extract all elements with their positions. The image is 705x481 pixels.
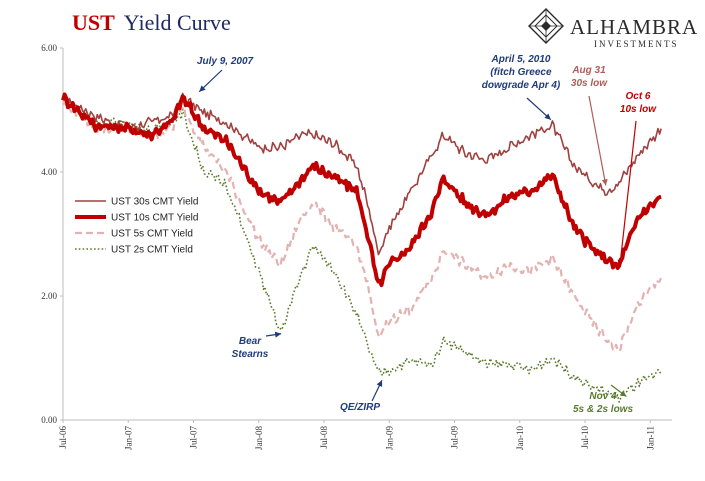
series-lines <box>61 92 663 403</box>
annotation: Aug 31 30s low <box>571 65 608 186</box>
alhambra-logo: ALHAMBRA INVESTMENTS <box>528 8 698 49</box>
x-tick-labels: Jul-06 Jan-07 Jul-07 Jan-08 Jul-08 Jan-09 Jul-… <box>58 420 655 450</box>
legend-label: UST 2s CMT Yield <box>111 245 193 256</box>
x-tick-label: Jul-10 <box>580 426 590 449</box>
annotation-arrowhead <box>619 390 627 397</box>
annotation: Oct 6 10s low <box>617 91 657 267</box>
annotation-text: (fitch Greece <box>490 67 552 78</box>
annotation-text: 30s low <box>571 78 608 89</box>
annotations: July 9, 2007 Bear Stearns QE/ZIRP April 5, 2… <box>197 54 657 415</box>
x-tick-label: Jul-06 <box>58 426 68 449</box>
annotation-text: Bear <box>239 336 262 347</box>
x-tick-label: Jul-07 <box>189 426 199 449</box>
annotation-arrowhead <box>544 113 551 120</box>
annotation: Nov 4 5s & 2s lows <box>573 384 633 415</box>
legend-label: UST 30s CMT Yield <box>111 197 198 208</box>
y-tick-labels: 0.00 2.00 4.00 6.00 <box>41 43 63 425</box>
annotation-arrow <box>588 95 607 186</box>
x-tick-label: Jan-09 <box>384 426 394 450</box>
legend-label: UST 10s CMT Yield <box>111 213 198 224</box>
legend-label: UST 5s CMT Yield <box>111 229 193 240</box>
y-tick-label: 2.00 <box>41 291 57 301</box>
annotation-text: April 5, 2010 <box>491 54 551 65</box>
x-tick-label: Jan-07 <box>123 426 133 450</box>
annotation-text: QE/ZIRP <box>340 402 380 413</box>
annotation-arrowhead <box>601 178 608 186</box>
diamond-emblem-icon <box>528 8 564 44</box>
annotation-text: Aug 31 <box>571 65 606 76</box>
series-line-thick <box>61 92 662 288</box>
annotation-arrowhead <box>376 380 383 387</box>
series-line-solid <box>62 92 662 256</box>
annotation-text: 10s low <box>620 104 657 115</box>
annotation-text: dowgrade Apr 4) <box>482 80 561 91</box>
annotation: April 5, 2010 (fitch Greece dowgrade Apr 4… <box>482 54 561 121</box>
x-tick-label: Jul-09 <box>450 426 460 449</box>
annotation-text: Oct 6 <box>625 91 650 102</box>
annotation: QE/ZIRP <box>340 379 383 413</box>
series-line-dashed <box>62 100 663 353</box>
legend: UST 30s CMT Yield UST 10s CMT Yield UST 5s… <box>75 197 198 256</box>
annotation: July 9, 2007 <box>197 56 254 93</box>
annotation-text: Stearns <box>232 349 269 360</box>
chart-title: UST Yield Curve <box>72 10 231 35</box>
annotation-text: July 9, 2007 <box>197 56 254 67</box>
chart-title-rest: Yield Curve <box>124 10 231 35</box>
chart-title-ust: UST <box>72 10 115 35</box>
annotation-text: 5s & 2s lows <box>573 404 633 415</box>
x-tick-label: Jan-08 <box>254 426 264 450</box>
x-tick-label: Jan-10 <box>515 426 525 450</box>
annotation-text: Nov 4 <box>589 391 617 402</box>
logo-name: ALHAMBRA <box>570 15 698 39</box>
x-tick-label: Jan-11 <box>645 426 655 450</box>
annotation-arrowhead <box>617 259 624 266</box>
annotation-arrow <box>619 120 637 267</box>
y-tick-label: 6.00 <box>41 43 57 53</box>
y-tick-label: 4.00 <box>41 167 57 177</box>
logo-tagline: INVESTMENTS <box>594 39 679 49</box>
annotation-arrowhead <box>199 85 206 92</box>
y-tick-label: 0.00 <box>41 415 57 425</box>
x-tick-label: Jul-08 <box>319 426 329 449</box>
annotation: Bear Stearns <box>232 331 282 360</box>
annotation-arrowhead <box>274 331 282 338</box>
